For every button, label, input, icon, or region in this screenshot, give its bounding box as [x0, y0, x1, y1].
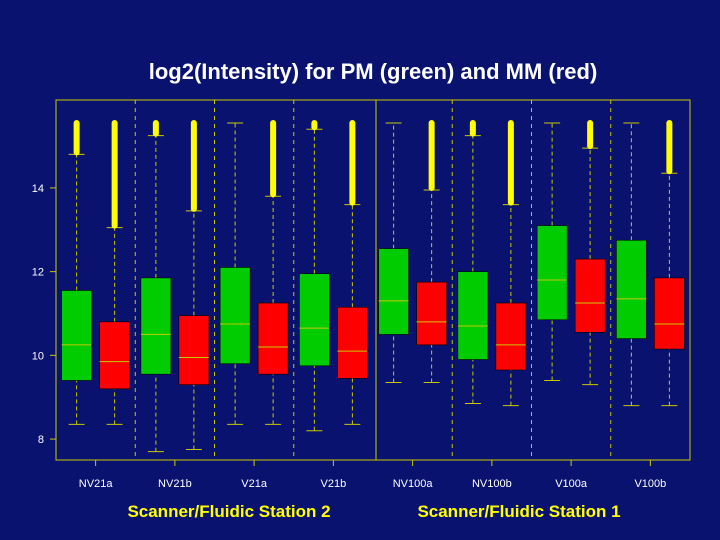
box-pm: [140, 277, 172, 375]
x-tick-label: NV21b: [158, 478, 192, 490]
box-pm: [536, 225, 568, 321]
box-pm: [457, 271, 489, 360]
x-tick-label: V100b: [634, 478, 666, 490]
box-pm: [299, 273, 330, 367]
box-mm: [99, 321, 130, 390]
box-mm: [416, 281, 447, 346]
x-tick-label: V100a: [555, 478, 588, 490]
x-tick-label: V21a: [241, 478, 268, 490]
box-mm: [257, 302, 289, 375]
box-pm: [61, 290, 92, 381]
box-mm: [337, 306, 368, 379]
plot-frame: [55, 99, 691, 461]
box-pm: [219, 267, 251, 365]
x-tick-label: NV100a: [393, 478, 434, 490]
box-mm: [495, 302, 527, 371]
box-pm: [616, 239, 647, 339]
group-label-station-1: Scanner/Fluidic Station 1: [417, 502, 620, 521]
y-tick-label: 8: [38, 434, 44, 446]
box-mm: [574, 258, 606, 333]
group-label-station-2: Scanner/Fluidic Station 2: [127, 502, 330, 521]
x-tick-label: NV21a: [79, 478, 114, 490]
chart-title: log2(Intensity) for PM (green) and MM (r…: [149, 59, 598, 84]
y-tick-label: 12: [32, 267, 44, 279]
plot-area: 8 10 12 14 NV21a NV21b V21a V21b NV100a NV100b V10…: [32, 99, 691, 490]
box-pm: [378, 248, 409, 335]
box-mm: [654, 277, 685, 350]
x-tick-label: NV100b: [472, 478, 512, 490]
x-tick-label: V21b: [321, 478, 347, 490]
box-mm: [178, 315, 210, 385]
y-tick-label: 14: [32, 183, 44, 195]
y-tick-label: 10: [32, 350, 44, 362]
